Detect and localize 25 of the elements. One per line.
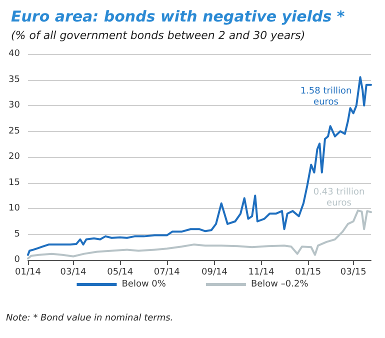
legend-label: Below 0% [122, 280, 166, 290]
annotation: 1.58 trillion euros [300, 86, 352, 108]
y-tick-label: 35 [8, 74, 20, 85]
y-tick-label: 15 [8, 178, 20, 188]
x-tick-label: 03/14 [60, 268, 87, 278]
text: Note: * Bond value in nominal terms. [6, 314, 174, 324]
x-tick-label: 03/15 [340, 268, 366, 278]
y-tick-label: 10 [8, 204, 20, 214]
x-tick-label: 01/15 [295, 268, 322, 278]
y-tick-label: 40 [8, 49, 20, 59]
y-tick-label: 0 [14, 255, 20, 265]
y-tick-label: 20 [8, 152, 20, 162]
y-tick-label: 5 [14, 229, 20, 240]
y-tick-label: 25 [8, 126, 20, 136]
x-tick-label: 09/14 [201, 268, 228, 278]
x-tick-label: 11/14 [248, 268, 275, 278]
x-tick-label: 01/14 [15, 268, 42, 278]
x-tick-label: 07/14 [154, 268, 180, 278]
y-tick-label: 30 [8, 100, 20, 110]
x-tick-label: 05/14 [107, 268, 134, 278]
line-series [27, 76, 372, 256]
legend-label: Below –0.2% [250, 280, 309, 290]
chart-title: Euro area: bonds with negative yields * [11, 8, 345, 26]
annotation: 0.43 trillion euros [313, 188, 365, 209]
chart-subtitle: (% of all government bonds between 2 and 30 years) [11, 29, 306, 42]
